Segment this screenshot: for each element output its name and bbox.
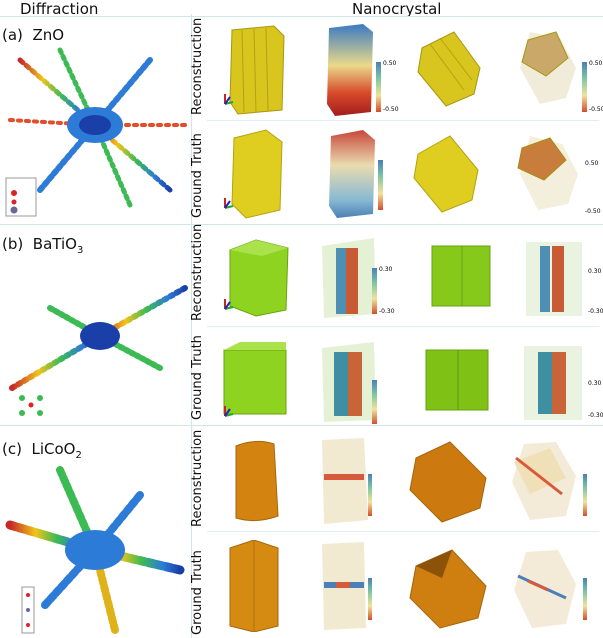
row-divider-b bbox=[207, 326, 599, 327]
batio3-groundtruth-slice bbox=[318, 340, 380, 424]
nanocrystal-header: Nanocrystal bbox=[352, 0, 442, 18]
row-divider-c bbox=[207, 531, 599, 532]
licoo2-groundtruth-cut bbox=[508, 546, 580, 632]
colorbar-a-cut bbox=[582, 62, 587, 112]
colorbar-c-gt-cut bbox=[583, 578, 587, 620]
row-divider-a bbox=[207, 120, 599, 121]
axis-triad-icon bbox=[224, 198, 234, 209]
colorbar-c-gt bbox=[368, 578, 372, 620]
row-label-reconstruction-b: Reconstruction bbox=[190, 223, 205, 321]
licoo2-reconstruction-slice bbox=[316, 436, 372, 526]
zno-groundtruth-view2 bbox=[412, 132, 482, 214]
zno-reconstruction-view2 bbox=[414, 28, 484, 108]
batio3-reconstruction-shape bbox=[226, 236, 292, 318]
column-divider bbox=[191, 14, 192, 638]
diffraction-pattern-b bbox=[0, 248, 190, 420]
colorbar-a-recon bbox=[376, 62, 381, 112]
axis-triad-icon bbox=[224, 94, 234, 105]
row-label-reconstruction-a: Reconstruction bbox=[190, 17, 205, 115]
colorbar-c-recon bbox=[368, 474, 372, 516]
zno-groundtruth-slice bbox=[323, 128, 381, 220]
licoo2-groundtruth-slice bbox=[316, 540, 372, 632]
header-divider bbox=[0, 16, 603, 17]
batio3-groundtruth-cut bbox=[520, 340, 586, 424]
colorbar-a-recon-min: -0.50 bbox=[383, 106, 399, 113]
colorbar-a-gt-min: -0.50 bbox=[585, 208, 601, 215]
colorbar-c-cut bbox=[583, 474, 587, 516]
batio3-groundtruth-view2 bbox=[422, 344, 492, 416]
colorbar-b-gt-max: 0.30 bbox=[588, 380, 602, 387]
row-label-groundtruth-c: Ground Truth bbox=[190, 550, 205, 635]
batio3-groundtruth-shape bbox=[220, 340, 290, 420]
row-label-groundtruth-a: Ground Truth bbox=[190, 133, 205, 218]
zno-reconstruction-slice bbox=[323, 22, 381, 118]
colorbar-a-cut-min: -0.50 bbox=[589, 106, 603, 113]
row-label-reconstruction-c: Reconstruction bbox=[190, 429, 205, 527]
panel-divider-bc bbox=[0, 425, 603, 426]
colorbar-b-cut-min: -0.30 bbox=[588, 308, 603, 315]
panel-label-b: (b) BaTiO3 bbox=[2, 235, 84, 256]
axis-triad-icon bbox=[224, 406, 234, 417]
batio3-reconstruction-view2 bbox=[428, 240, 494, 312]
colorbar-a-gt-max: 0.50 bbox=[585, 160, 599, 167]
panel-label-c: (c) LiCoO2 bbox=[2, 440, 82, 461]
colorbar-b-cut-max: 0.30 bbox=[588, 268, 602, 275]
licoo2-groundtruth-view2 bbox=[408, 548, 488, 630]
axis-triad-icon bbox=[224, 299, 234, 310]
colorbar-a-gt bbox=[378, 160, 383, 210]
diffraction-header: Diffraction bbox=[20, 0, 99, 18]
licoo2-reconstruction-view2 bbox=[406, 438, 488, 524]
licoo2-reconstruction-shape bbox=[226, 438, 286, 524]
panel-label-a: (a) ZnO bbox=[2, 26, 65, 44]
batio3-reconstruction-slice bbox=[318, 236, 380, 320]
licoo2-reconstruction-cut bbox=[506, 438, 580, 524]
colorbar-a-recon-max: 0.50 bbox=[383, 60, 397, 67]
colorbar-b-recon-min: -0.30 bbox=[379, 308, 395, 315]
diffraction-pattern-a bbox=[0, 40, 190, 220]
zno-reconstruction-cut bbox=[510, 28, 580, 108]
batio3-reconstruction-cut bbox=[522, 236, 586, 320]
colorbar-b-gt-min: -0.30 bbox=[588, 412, 603, 419]
panel-divider-ab bbox=[0, 224, 603, 225]
licoo2-groundtruth-shape bbox=[224, 540, 284, 632]
colorbar-b-gt bbox=[372, 380, 377, 424]
colorbar-a-cut-max: 0.50 bbox=[589, 60, 603, 67]
row-label-groundtruth-b: Ground Truth bbox=[190, 335, 205, 420]
zno-groundtruth-cut bbox=[510, 132, 580, 214]
zno-groundtruth-shape bbox=[226, 128, 288, 220]
colorbar-b-recon-max: 0.30 bbox=[379, 266, 393, 273]
diffraction-pattern-c bbox=[0, 455, 190, 635]
colorbar-b-recon bbox=[372, 268, 377, 314]
